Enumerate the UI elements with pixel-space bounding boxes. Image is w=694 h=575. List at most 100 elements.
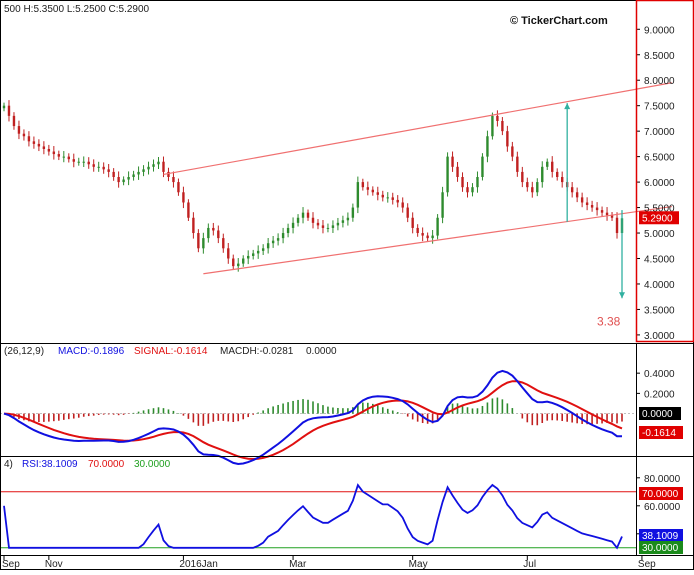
- measure-arrow-head: [619, 292, 625, 299]
- candle-body: [207, 227, 210, 239]
- candle-body: [406, 207, 409, 218]
- price-tick-label: 3.0000: [644, 331, 675, 342]
- last-price-label: 5.2900: [642, 213, 673, 224]
- candle-body: [546, 161, 549, 167]
- candle-body: [371, 189, 375, 193]
- candle-body: [296, 217, 300, 223]
- candle-body: [202, 238, 205, 249]
- candle-body: [237, 263, 240, 267]
- candle-body: [401, 202, 404, 208]
- candle-body: [536, 182, 539, 193]
- candle-body: [595, 207, 599, 211]
- candle-body: [107, 169, 110, 172]
- date-tick-label: 2016Jan: [179, 559, 217, 570]
- price-tick-label: 9.0000: [644, 25, 675, 36]
- macd-legend: MACD:-0.1896: [58, 346, 125, 357]
- candle-body: [526, 182, 529, 188]
- price-tick-label: 7.0000: [644, 127, 675, 138]
- candle-body: [456, 166, 459, 177]
- candle-body: [551, 161, 554, 172]
- rsi-params: 4): [4, 459, 13, 470]
- rsi-upper-badge: 70.0000: [639, 487, 683, 500]
- candle-body: [471, 187, 474, 193]
- macd-zero-badge-label: 0.0000: [642, 409, 673, 420]
- candle-body: [192, 217, 195, 234]
- candle-body: [72, 159, 75, 162]
- trend-channel: [163, 82, 672, 275]
- candle-body: [556, 171, 559, 177]
- rsi-lower-badge-label: 30.0000: [642, 543, 679, 554]
- candle-body: [351, 207, 355, 218]
- candle-body: [12, 115, 16, 127]
- candle-body: [301, 212, 305, 218]
- candle-body: [386, 197, 389, 199]
- price-panel[interactable]: 500 H:5.3500 L:5.2500 C:5.2900 © TickerC…: [2, 4, 679, 342]
- candle-body: [212, 227, 215, 231]
- candle-body: [411, 217, 414, 228]
- rsi-tick-label: 60.0000: [644, 502, 681, 513]
- candle-body: [321, 225, 325, 228]
- candle-body: [306, 212, 310, 218]
- macd-panel[interactable]: (26,12,9) MACD:-0.1896 SIGNAL:-0.1614 MA…: [0, 346, 683, 466]
- candle-body: [600, 210, 604, 213]
- candle-body: [580, 197, 584, 203]
- candle-body: [281, 233, 285, 239]
- price-candles: [2, 100, 624, 272]
- signal-legend: SIGNAL:-0.1614: [134, 346, 208, 357]
- date-tick-label: Sep: [638, 559, 656, 570]
- candle-body: [376, 192, 379, 195]
- candle-body: [247, 255, 250, 259]
- date-tick-label: Mar: [289, 559, 307, 570]
- channel-upper-line: [163, 82, 672, 176]
- candle-body: [37, 143, 41, 147]
- candle-body: [451, 156, 454, 167]
- rsi-lower-badge: 30.0000: [639, 541, 683, 554]
- rsi-panel[interactable]: 4) RSI:38.1009 70.0000 30.0000 80.0000 60…: [0, 459, 683, 554]
- candle-body: [187, 202, 190, 218]
- measure-arrow-head: [564, 103, 571, 110]
- candle-body: [346, 217, 350, 221]
- rsi-legend: RSI:38.1009: [22, 459, 78, 470]
- candle-body: [336, 222, 340, 226]
- candle-body: [127, 177, 130, 180]
- candle-body: [17, 126, 21, 134]
- macd-params: (26,12,9): [4, 346, 44, 357]
- candle-body: [132, 174, 135, 177]
- candle-body: [57, 154, 61, 157]
- target-label: 3.38: [597, 315, 621, 329]
- candle-body: [42, 146, 46, 149]
- candle-body: [217, 230, 220, 239]
- candle-body: [162, 161, 165, 172]
- candle-body: [87, 161, 90, 165]
- candle-body: [2, 105, 6, 109]
- date-tick-label: Sep: [2, 559, 20, 570]
- candle-body: [570, 187, 574, 193]
- candle-body: [541, 166, 544, 183]
- candle-body: [501, 120, 504, 132]
- date-axis: Sep Nov 2016Jan Mar May Jul Sep: [2, 556, 656, 570]
- candle-body: [575, 192, 579, 198]
- candle-body: [560, 177, 564, 183]
- candle-body: [291, 222, 295, 228]
- candle-body: [316, 222, 320, 226]
- candle-body: [152, 164, 155, 167]
- candle-body: [341, 220, 345, 223]
- candle-body: [441, 192, 444, 218]
- candle-body: [22, 133, 26, 137]
- macd-tick-label: 0.2000: [644, 389, 675, 400]
- price-tick-label: 8.0000: [644, 76, 675, 87]
- candle-body: [67, 156, 70, 160]
- candle-body: [157, 161, 160, 165]
- candle-body: [92, 164, 95, 167]
- candle-body: [271, 240, 275, 244]
- macd-line: [3, 369, 623, 466]
- candle-body: [396, 199, 399, 203]
- candle-body: [182, 192, 185, 203]
- candle-body: [27, 136, 31, 142]
- candle-body: [117, 177, 120, 183]
- watermark-text: © TickerChart.com: [510, 15, 608, 27]
- candle-body: [266, 243, 270, 249]
- candle-body: [436, 217, 439, 236]
